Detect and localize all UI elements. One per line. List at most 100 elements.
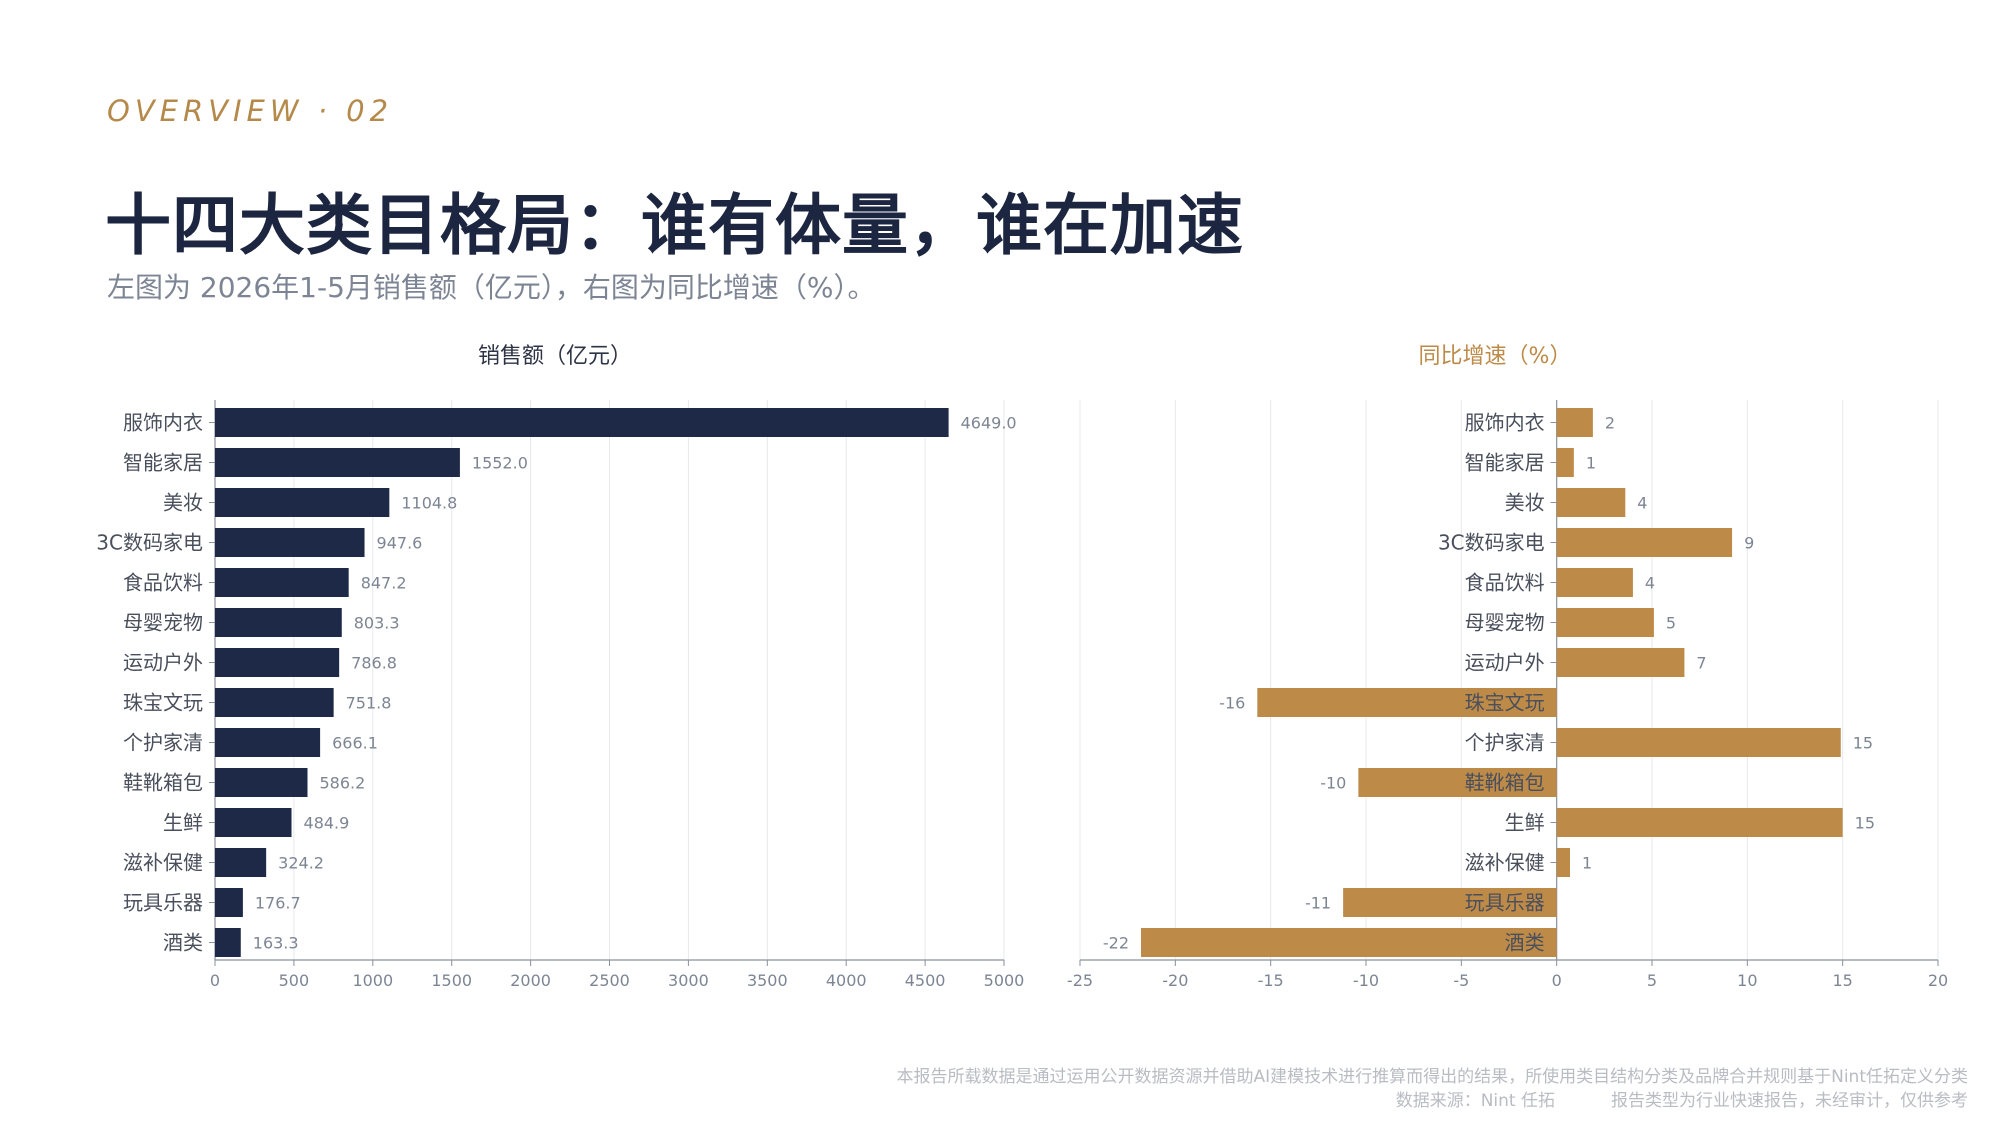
- growth-chart-title: 同比增速（%）: [1419, 344, 1572, 369]
- sales-category-label: 母婴宠物: [123, 611, 203, 635]
- growth-x-tick-label: 15: [1832, 971, 1852, 990]
- sales-x-tick-label: 3500: [747, 971, 788, 990]
- growth-value-label: 9: [1744, 534, 1754, 553]
- growth-bar: [1358, 768, 1557, 797]
- sales-value-label: 947.6: [377, 534, 423, 553]
- growth-category-label: 美妆: [1505, 491, 1545, 515]
- sales-bar: [215, 408, 949, 437]
- page-subtitle: 左图为 2026年1-5月销售额（亿元），右图为同比增速（%）。: [107, 271, 876, 304]
- sales-bar: [215, 688, 334, 717]
- sales-category-label: 3C数码家电: [96, 531, 203, 555]
- sales-x-tick-label: 500: [279, 971, 310, 990]
- sales-category-label: 滋补保健: [123, 851, 203, 875]
- growth-bar: [1556, 808, 1843, 837]
- growth-bar: [1556, 608, 1654, 637]
- sales-x-tick-label: 0: [210, 971, 220, 990]
- growth-x-tick-label: -25: [1067, 971, 1093, 990]
- growth-value-label: 15: [1853, 734, 1873, 753]
- sales-bar: [215, 728, 321, 757]
- sales-category-label: 智能家居: [123, 451, 203, 475]
- growth-category-label: 玩具乐器: [1465, 891, 1545, 915]
- charts-canvas: 销售额（亿元） 0 500 1000 1500 2000 2500 3000 3500 4000 4…: [96, 344, 1948, 990]
- sales-x-tick-label: 1000: [352, 971, 393, 990]
- sales-value-label: 786.8: [351, 654, 397, 673]
- growth-value-label: 7: [1696, 654, 1706, 673]
- growth-x-tick-label: 10: [1737, 971, 1757, 990]
- sales-value-label: 484.9: [304, 814, 350, 833]
- growth-bar: [1556, 488, 1626, 517]
- growth-category-label: 珠宝文玩: [1465, 691, 1545, 715]
- sales-x-tick-label: 4500: [905, 971, 946, 990]
- sales-category-label: 酒类: [163, 931, 203, 955]
- sales-x-tick-label: 2000: [510, 971, 551, 990]
- growth-category-label: 个护家清: [1465, 731, 1545, 755]
- sales-x-tick-label: 4000: [826, 971, 867, 990]
- growth-x-tick-label: 20: [1928, 971, 1948, 990]
- growth-bar: [1343, 888, 1557, 917]
- sales-bar: [215, 488, 390, 517]
- growth-value-label: 1: [1582, 854, 1592, 873]
- sales-bar: [215, 528, 365, 557]
- growth-value-label: 2: [1605, 414, 1615, 433]
- sales-bar: [215, 768, 308, 797]
- sales-value-label: 666.1: [332, 734, 378, 753]
- growth-bar: [1556, 448, 1574, 477]
- growth-value-label: 4: [1645, 574, 1655, 593]
- sales-bar: [215, 808, 292, 837]
- sales-bar: [215, 568, 349, 597]
- growth-value-label: 4: [1637, 494, 1647, 513]
- footnote-source: 数据来源：Nint 任拓: [1395, 1091, 1555, 1111]
- growth-value-label: -10: [1320, 774, 1346, 793]
- sales-x-tick-label: 5000: [984, 971, 1025, 990]
- growth-category-label: 鞋靴箱包: [1465, 771, 1545, 795]
- sales-value-label: 176.7: [255, 894, 301, 913]
- growth-category-label: 3C数码家电: [1438, 531, 1545, 555]
- growth-bar: [1556, 848, 1571, 877]
- growth-value-label: 1: [1586, 454, 1596, 473]
- sales-value-label: 586.2: [320, 774, 366, 793]
- sales-category-label: 美妆: [163, 491, 203, 515]
- growth-x-tick-label: -10: [1353, 971, 1379, 990]
- growth-bar: [1556, 568, 1633, 597]
- sales-value-label: 1104.8: [401, 494, 457, 513]
- growth-value-label: -11: [1305, 894, 1331, 913]
- growth-category-label: 服饰内衣: [1465, 411, 1545, 435]
- sales-bar: [215, 888, 243, 917]
- growth-bar: [1556, 728, 1841, 757]
- growth-bar: [1556, 408, 1593, 437]
- sales-value-label: 163.3: [253, 934, 299, 953]
- sales-bar: [215, 928, 241, 957]
- growth-x-tick-label: -5: [1453, 971, 1469, 990]
- growth-bar: [1556, 528, 1733, 557]
- sales-bar: [215, 648, 340, 677]
- growth-x-tick-label: 5: [1647, 971, 1657, 990]
- growth-bar: [1141, 928, 1557, 957]
- sales-value-label: 847.2: [361, 574, 407, 593]
- sales-bar: [215, 848, 267, 877]
- sales-x-tick-label: 1500: [431, 971, 472, 990]
- sales-chart-title: 销售额（亿元）: [478, 344, 632, 369]
- growth-category-label: 母婴宠物: [1465, 611, 1545, 635]
- sales-bar: [215, 448, 460, 477]
- sales-category-label: 运动户外: [123, 651, 203, 675]
- sales-category-label: 个护家清: [123, 731, 203, 755]
- growth-x-tick-label: -15: [1258, 971, 1284, 990]
- sales-category-label: 玩具乐器: [123, 891, 203, 915]
- growth-bar: [1556, 648, 1685, 677]
- page-title: 十四大类目格局：谁有体量，谁在加速: [105, 187, 1244, 264]
- footnote-source-line: 数据来源：Nint 任拓 报告类型为行业快速报告，未经审计，仅供参考: [1396, 1086, 1968, 1111]
- section-kicker: OVERVIEW · 02: [107, 94, 394, 128]
- footnote-methodology: 本报告所载数据是通过运用公开数据资源并借助AI建模技术进行推算而得出的结果，所使…: [896, 1067, 1968, 1087]
- growth-value-label: -16: [1219, 694, 1245, 713]
- growth-value-label: 15: [1855, 814, 1875, 833]
- sales-category-label: 鞋靴箱包: [123, 771, 203, 795]
- growth-category-label: 酒类: [1505, 931, 1545, 955]
- sales-bar: [215, 608, 342, 637]
- growth-x-tick-label: -20: [1162, 971, 1188, 990]
- footnote-disclaimer: 报告类型为行业快速报告，未经审计，仅供参考: [1611, 1091, 1968, 1111]
- sales-value-label: 803.3: [354, 614, 400, 633]
- growth-bar: [1257, 688, 1557, 717]
- sales-category-label: 珠宝文玩: [123, 691, 203, 715]
- growth-category-label: 食品饮料: [1465, 571, 1545, 595]
- sales-value-label: 751.8: [346, 694, 392, 713]
